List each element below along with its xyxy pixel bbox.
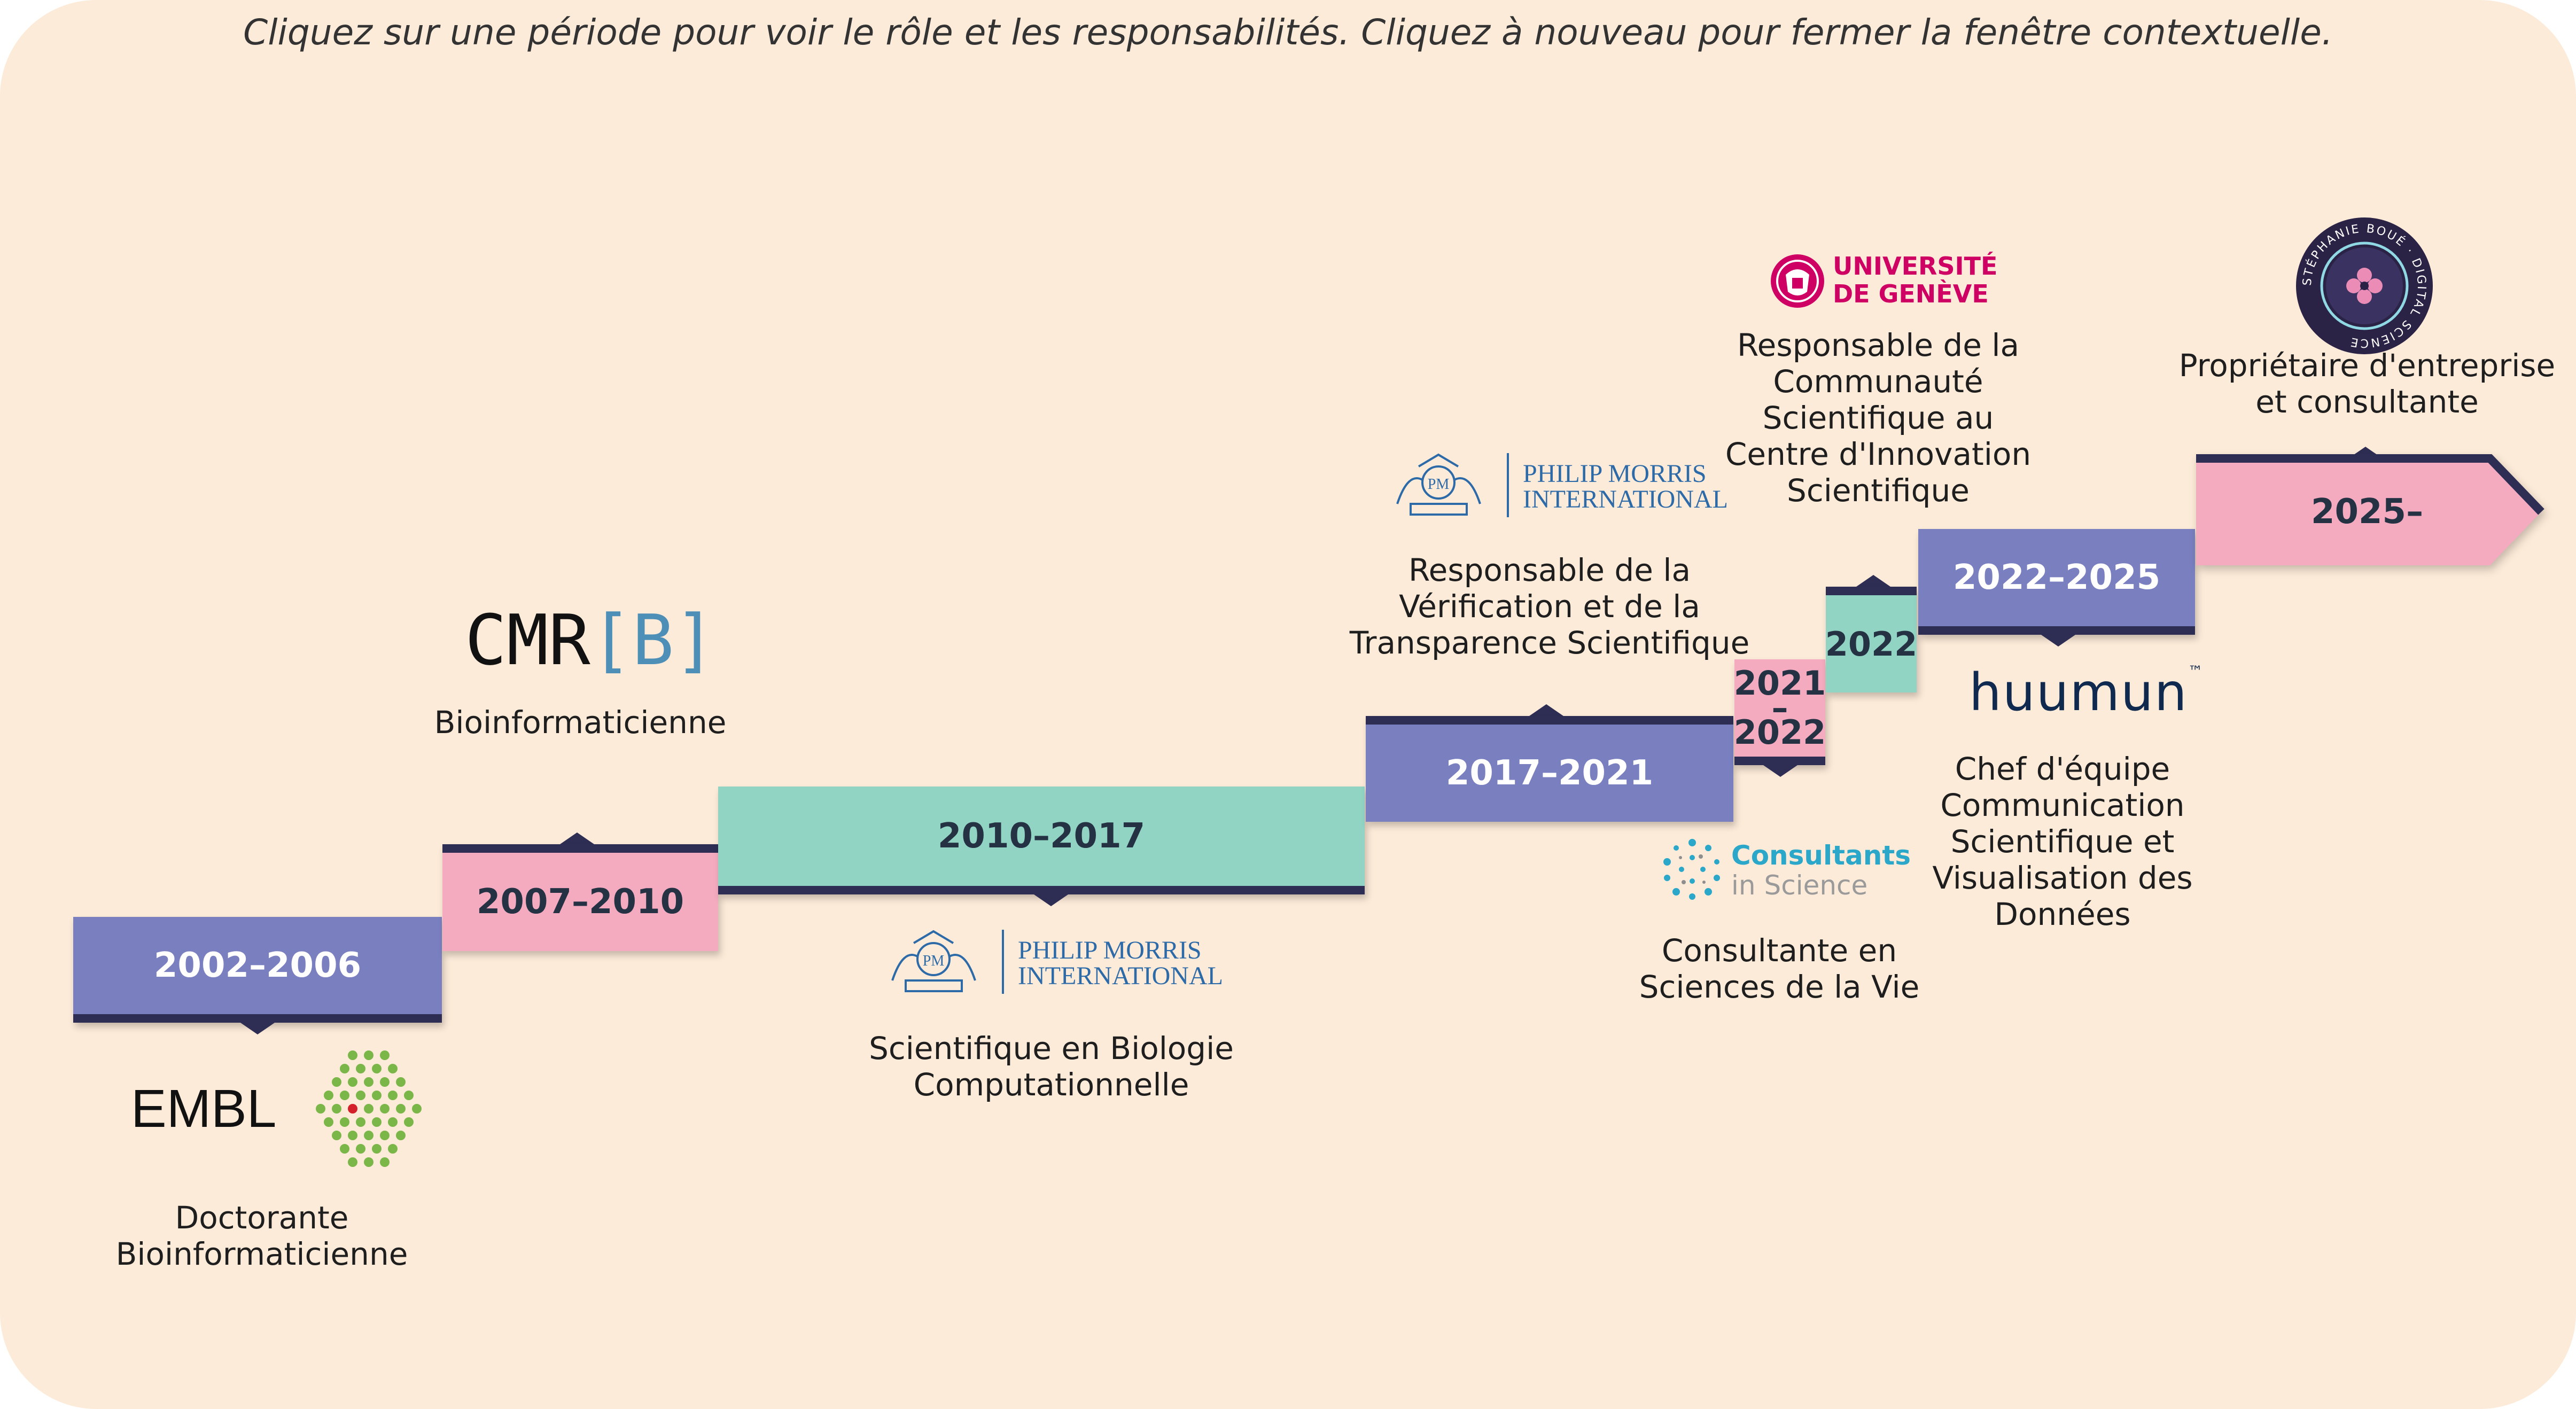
digital-science-badge: STÉPHANIE BOUÉ · DIGITAL SCIENCE: [2292, 214, 2437, 358]
period-label: 2007–2010: [476, 882, 684, 922]
embl-wordmark: EMBL: [131, 1079, 277, 1139]
cmrb-wordmark-main: CMR: [465, 600, 590, 681]
embl-dots-icon: [316, 1050, 422, 1167]
role-2025: Propriétaire d'entreprise et consultante: [2178, 347, 2556, 420]
period-label-line2: –: [1771, 688, 1788, 727]
cmrb-logo: CMR[B]: [465, 600, 716, 681]
period-notch: [1856, 575, 1890, 587]
pmi-crest-icon: PM: [891, 930, 976, 992]
cmrb-wordmark-bracket: [B]: [590, 600, 716, 681]
period-2010-2017[interactable]: 2010–2017: [718, 787, 1365, 894]
pmi-crest-icon: PM: [1396, 453, 1481, 516]
huumun-logo: huumun™: [1969, 663, 2203, 727]
period-notch: [560, 832, 594, 844]
geneve-wordmark-line2: DE GENÈVE: [1833, 279, 1989, 308]
role-2021-2022: Consultante en Sciences de la Vie: [1639, 932, 1920, 1005]
geneve-wordmark-line1: UNIVERSITÉ: [1833, 252, 1998, 281]
period-notch: [1034, 894, 1068, 906]
period-2017-2021[interactable]: 2017–2021: [1366, 716, 1733, 822]
pmi-wordmark-line2: INTERNATIONAL: [1018, 962, 1223, 990]
pmi-wordmark-line1: PHILIP MORRIS: [1018, 936, 1202, 964]
period-notch: [2041, 635, 2075, 647]
period-label-line3: 2022: [1733, 713, 1826, 752]
role-2007-2010: Bioinformaticienne: [434, 704, 727, 741]
period-notch: [1529, 704, 1563, 716]
period-2025-label[interactable]: 2025–: [2310, 492, 2424, 532]
period-label-line1: 2021: [1733, 664, 1826, 703]
huumun-trademark: ™: [2188, 663, 2203, 680]
role-2022: Responsable de la Communauté Scientifiqu…: [1725, 327, 2032, 509]
role-2022-2025: Chef d'équipe Communication Scientifique…: [1932, 751, 2193, 932]
consultants-wordmark-line1: Consultants: [1731, 840, 1911, 871]
period-2022-2025[interactable]: 2022–2025: [1918, 529, 2195, 635]
period-2021-2022[interactable]: 2021 – 2022: [1733, 659, 1826, 765]
instructions-text: Cliquez sur une période pour voir le rôl…: [243, 12, 2333, 53]
period-notch: [240, 1023, 275, 1034]
huumun-wordmark: huumun: [1969, 663, 2188, 722]
consultants-wordmark-line2: in Science: [1731, 870, 1868, 901]
digital-science-badge-icon: STÉPHANIE BOUÉ · DIGITAL SCIENCE: [2296, 217, 2433, 354]
pmi-wordmark-line1: PHILIP MORRIS: [1523, 460, 1707, 488]
period-notch: [1763, 765, 1797, 777]
period-2025-arrow[interactable]: [2196, 454, 2549, 582]
embl-logo: EMBL: [131, 1047, 430, 1170]
period-label: 2022: [1825, 624, 1918, 664]
role-2010-2017: Scientifique en Biologie Computationnell…: [869, 1030, 1234, 1103]
period-label: 2017–2021: [1445, 753, 1654, 793]
universite-geneve-logo: UNIVERSITÉ DE GENÈVE: [1770, 251, 1997, 311]
period-2007-2010[interactable]: 2007–2010: [442, 844, 718, 951]
pmi-logo: PM PHILIP MORRIS INTERNATIONAL: [1387, 450, 1728, 523]
pmi-wordmark-line2: INTERNATIONAL: [1523, 485, 1728, 513]
period-label: 2010–2017: [937, 816, 1146, 856]
svg-text:PM: PM: [1428, 476, 1450, 493]
consultants-in-science-logo: Consultants in Science: [1659, 836, 1911, 903]
period-label: 2022–2025: [1952, 558, 2161, 597]
pmi-logo: PM PHILIP MORRIS INTERNATIONAL: [882, 927, 1223, 999]
consultants-dots-icon: [1663, 839, 1720, 900]
role-2002-2006: Doctorante Bioinformaticienne: [115, 1200, 408, 1272]
period-2002-2006[interactable]: 2002–2006: [73, 917, 442, 1023]
geneve-seal-icon: [1771, 254, 1824, 308]
period-label: 2002–2006: [153, 946, 362, 985]
svg-text:PM: PM: [923, 953, 945, 969]
period-2022[interactable]: 2022: [1825, 587, 1918, 692]
role-2017-2021: Responsable de la Vérification et de la …: [1349, 552, 1750, 661]
